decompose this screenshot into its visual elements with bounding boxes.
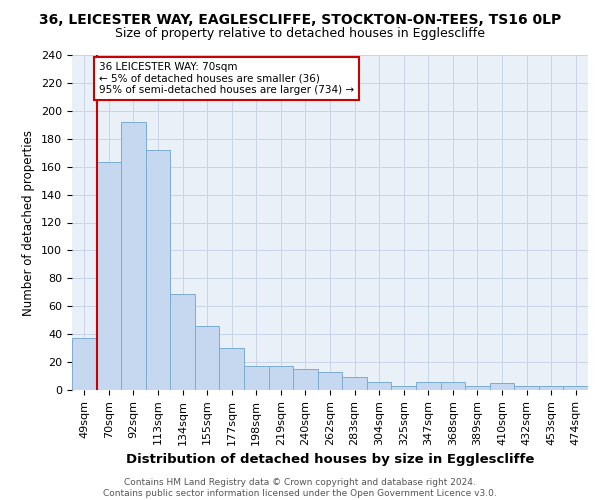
Bar: [269, 366, 293, 390]
Bar: [146, 150, 170, 390]
Bar: [195, 326, 220, 390]
Bar: [367, 382, 391, 390]
Bar: [465, 386, 490, 390]
Bar: [490, 383, 514, 390]
Text: Size of property relative to detached houses in Egglescliffe: Size of property relative to detached ho…: [115, 28, 485, 40]
Bar: [514, 386, 539, 390]
Bar: [72, 338, 97, 390]
Bar: [220, 348, 244, 390]
Bar: [318, 372, 342, 390]
Bar: [563, 386, 588, 390]
X-axis label: Distribution of detached houses by size in Egglescliffe: Distribution of detached houses by size …: [126, 453, 534, 466]
Y-axis label: Number of detached properties: Number of detached properties: [22, 130, 35, 316]
Bar: [539, 386, 563, 390]
Bar: [293, 369, 318, 390]
Bar: [391, 386, 416, 390]
Text: Contains HM Land Registry data © Crown copyright and database right 2024.
Contai: Contains HM Land Registry data © Crown c…: [103, 478, 497, 498]
Bar: [170, 294, 195, 390]
Bar: [97, 162, 121, 390]
Text: 36, LEICESTER WAY, EAGLESCLIFFE, STOCKTON-ON-TEES, TS16 0LP: 36, LEICESTER WAY, EAGLESCLIFFE, STOCKTO…: [39, 12, 561, 26]
Bar: [342, 378, 367, 390]
Bar: [121, 122, 146, 390]
Bar: [440, 382, 465, 390]
Bar: [244, 366, 269, 390]
Bar: [416, 382, 440, 390]
Text: 36 LEICESTER WAY: 70sqm
← 5% of detached houses are smaller (36)
95% of semi-det: 36 LEICESTER WAY: 70sqm ← 5% of detached…: [99, 62, 354, 95]
